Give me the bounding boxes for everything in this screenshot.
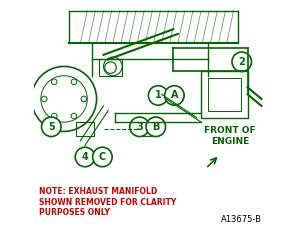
Text: A13675-B: A13675-B	[220, 215, 262, 224]
Text: C: C	[99, 152, 106, 162]
Text: A: A	[171, 90, 178, 100]
Circle shape	[95, 157, 103, 166]
Bar	[201, 71, 247, 118]
Circle shape	[42, 117, 61, 137]
Circle shape	[75, 147, 95, 167]
Text: 5: 5	[48, 122, 55, 132]
Text: FRONT OF
ENGINE: FRONT OF ENGINE	[204, 126, 256, 146]
Text: 4: 4	[82, 152, 88, 162]
Text: B: B	[152, 122, 160, 132]
Circle shape	[93, 147, 112, 167]
Circle shape	[130, 117, 149, 137]
Circle shape	[165, 86, 184, 105]
Text: 2: 2	[238, 57, 245, 67]
Text: 3: 3	[136, 122, 143, 132]
Circle shape	[232, 52, 251, 71]
Bar	[99, 59, 122, 76]
Bar	[138, 122, 152, 136]
Bar	[208, 78, 241, 110]
Circle shape	[146, 117, 166, 137]
Text: 1: 1	[155, 90, 161, 100]
Text: NOTE: EXHAUST MANIFOLD
SHOWN REMOVED FOR CLARITY
PURPOSES ONLY: NOTE: EXHAUST MANIFOLD SHOWN REMOVED FOR…	[38, 187, 176, 217]
Circle shape	[148, 86, 168, 105]
Bar	[76, 122, 94, 136]
